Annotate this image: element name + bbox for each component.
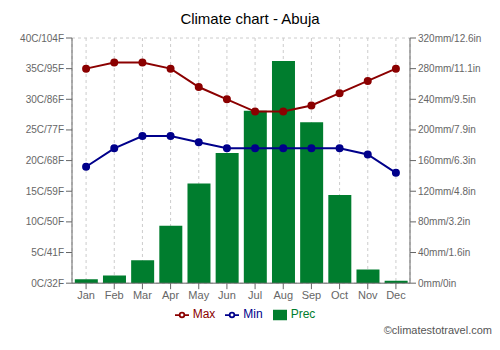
svg-text:Nov: Nov [358, 289, 378, 301]
svg-text:10C/50F: 10C/50F [26, 216, 64, 227]
svg-text:40C/104F: 40C/104F [20, 33, 64, 44]
html-text:Min: Min [243, 307, 263, 322]
svg-text:Jul: Jul [248, 289, 262, 301]
svg-text:Oct: Oct [331, 289, 348, 301]
svg-text:5C/41F: 5C/41F [31, 247, 64, 258]
svg-text:Apr: Apr [162, 289, 179, 301]
svg-text:Jun: Jun [218, 289, 236, 301]
html-text:Prec: Prec [290, 307, 316, 322]
svg-text:0mm/0in: 0mm/0in [418, 278, 456, 289]
svg-text:Aug: Aug [273, 289, 293, 301]
svg-text:Feb: Feb [105, 289, 124, 301]
svg-text:200mm/7.9in: 200mm/7.9in [418, 124, 476, 135]
svg-text:Dec: Dec [386, 289, 406, 301]
svg-text:320mm/12.6in: 320mm/12.6in [418, 33, 481, 44]
svg-text:160mm/6.3in: 160mm/6.3in [418, 155, 476, 166]
html-text:Climate chart - Abuja: Climate chart - Abuja [180, 10, 320, 27]
svg-text:15C/59F: 15C/59F [26, 186, 64, 197]
svg-text:120mm/4.8in: 120mm/4.8in [418, 186, 476, 197]
svg-text:Sep: Sep [302, 289, 322, 301]
svg-text:35C/95F: 35C/95F [26, 63, 64, 74]
svg-text:80mm/3.2in: 80mm/3.2in [418, 216, 470, 227]
svg-text:240mm/9.5in: 240mm/9.5in [418, 94, 476, 105]
svg-text:May: May [188, 289, 209, 301]
svg-text:Mar: Mar [133, 289, 152, 301]
svg-text:0C/32F: 0C/32F [31, 278, 64, 289]
svg-text:20C/68F: 20C/68F [26, 155, 64, 166]
html-text:Max: Max [192, 307, 216, 322]
svg-text:30C/86F: 30C/86F [26, 94, 64, 105]
html-text:©climatestotravel.com: ©climatestotravel.com [383, 324, 492, 336]
svg-text:25C/77F: 25C/77F [26, 124, 64, 135]
svg-text:Jan: Jan [77, 289, 95, 301]
svg-text:280mm/11.1in: 280mm/11.1in [418, 63, 481, 74]
svg-text:40mm/1.6in: 40mm/1.6in [418, 247, 470, 258]
